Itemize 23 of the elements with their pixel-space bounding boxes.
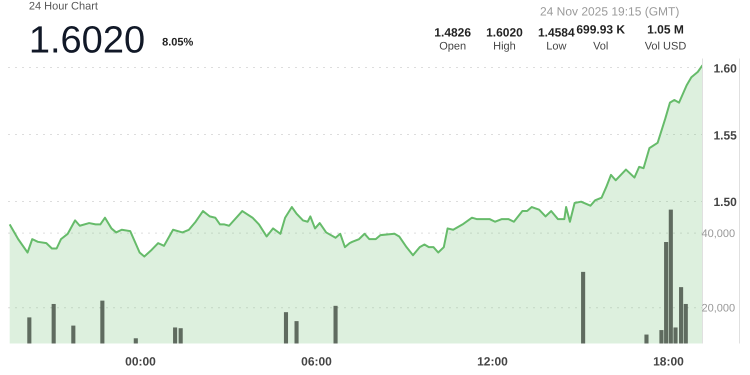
y2-tick-label: 20,000 — [702, 302, 736, 315]
text: Vol — [593, 40, 608, 52]
x-tick-label: 18:00 — [653, 354, 684, 368]
text: 1.4826 — [434, 26, 472, 40]
text: Open — [439, 40, 466, 52]
x-tick-label: 12:00 — [477, 354, 508, 368]
y-tick-label: 1.55 — [714, 128, 738, 142]
text: 1.6020 — [486, 26, 524, 40]
annotation: 1.6020 — [28, 20, 146, 62]
text: 1.05 M — [647, 22, 684, 36]
y2-tick-label: 40,000 — [702, 228, 736, 240]
text: Low — [546, 40, 566, 52]
text: 8.05% — [162, 36, 194, 48]
chart-title: 24 Hour Chart — [28, 0, 98, 12]
x-tick-label: 06:00 — [301, 354, 332, 368]
x-tick-label: 00:00 — [125, 354, 156, 368]
text: 699.93 K — [576, 22, 626, 36]
text: 1.4584 — [538, 26, 575, 40]
text: High — [493, 40, 516, 52]
text: 24 Nov 2025 19:15 (GMT) — [540, 4, 680, 18]
text: Vol USD — [644, 40, 686, 52]
y-tick-label: 1.50 — [714, 195, 738, 210]
y-tick-label: 1.60 — [714, 61, 738, 76]
